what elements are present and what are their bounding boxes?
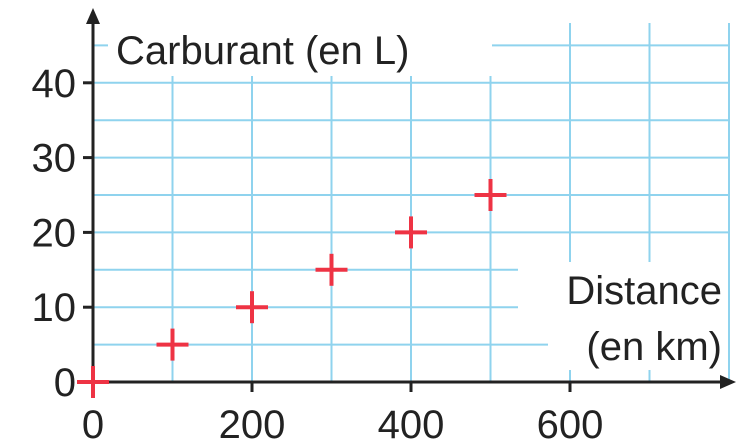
x-tick-label: 400 bbox=[378, 403, 445, 447]
tick-marks bbox=[83, 81, 572, 392]
data-point bbox=[156, 328, 189, 361]
x-axis-title-background-1 bbox=[518, 262, 728, 316]
y-axis-title: Carburant (en L) bbox=[116, 29, 409, 73]
y-tick-label: 40 bbox=[32, 62, 77, 106]
data-point bbox=[395, 216, 427, 249]
y-tick-label: 10 bbox=[32, 286, 77, 330]
y-axis-title-background bbox=[108, 22, 492, 76]
x-tick-label: 600 bbox=[537, 403, 604, 447]
y-axis-arrow bbox=[86, 8, 100, 24]
data-point bbox=[315, 253, 348, 286]
x-axis-title-line2: (en km) bbox=[586, 325, 722, 369]
data-points bbox=[77, 179, 507, 398]
y-tick-label: 30 bbox=[32, 137, 77, 181]
y-tick-label: 0 bbox=[54, 361, 76, 405]
x-axis-title-background-2 bbox=[548, 316, 728, 370]
y-tick-label: 20 bbox=[32, 211, 77, 255]
x-tick-label: 0 bbox=[82, 403, 104, 447]
x-axis-title-line1: Distance bbox=[566, 269, 722, 313]
data-point bbox=[77, 366, 109, 398]
x-tick-label: 200 bbox=[219, 403, 286, 447]
data-point bbox=[236, 291, 268, 324]
data-point bbox=[474, 179, 507, 211]
x-axis-arrow bbox=[720, 375, 736, 389]
